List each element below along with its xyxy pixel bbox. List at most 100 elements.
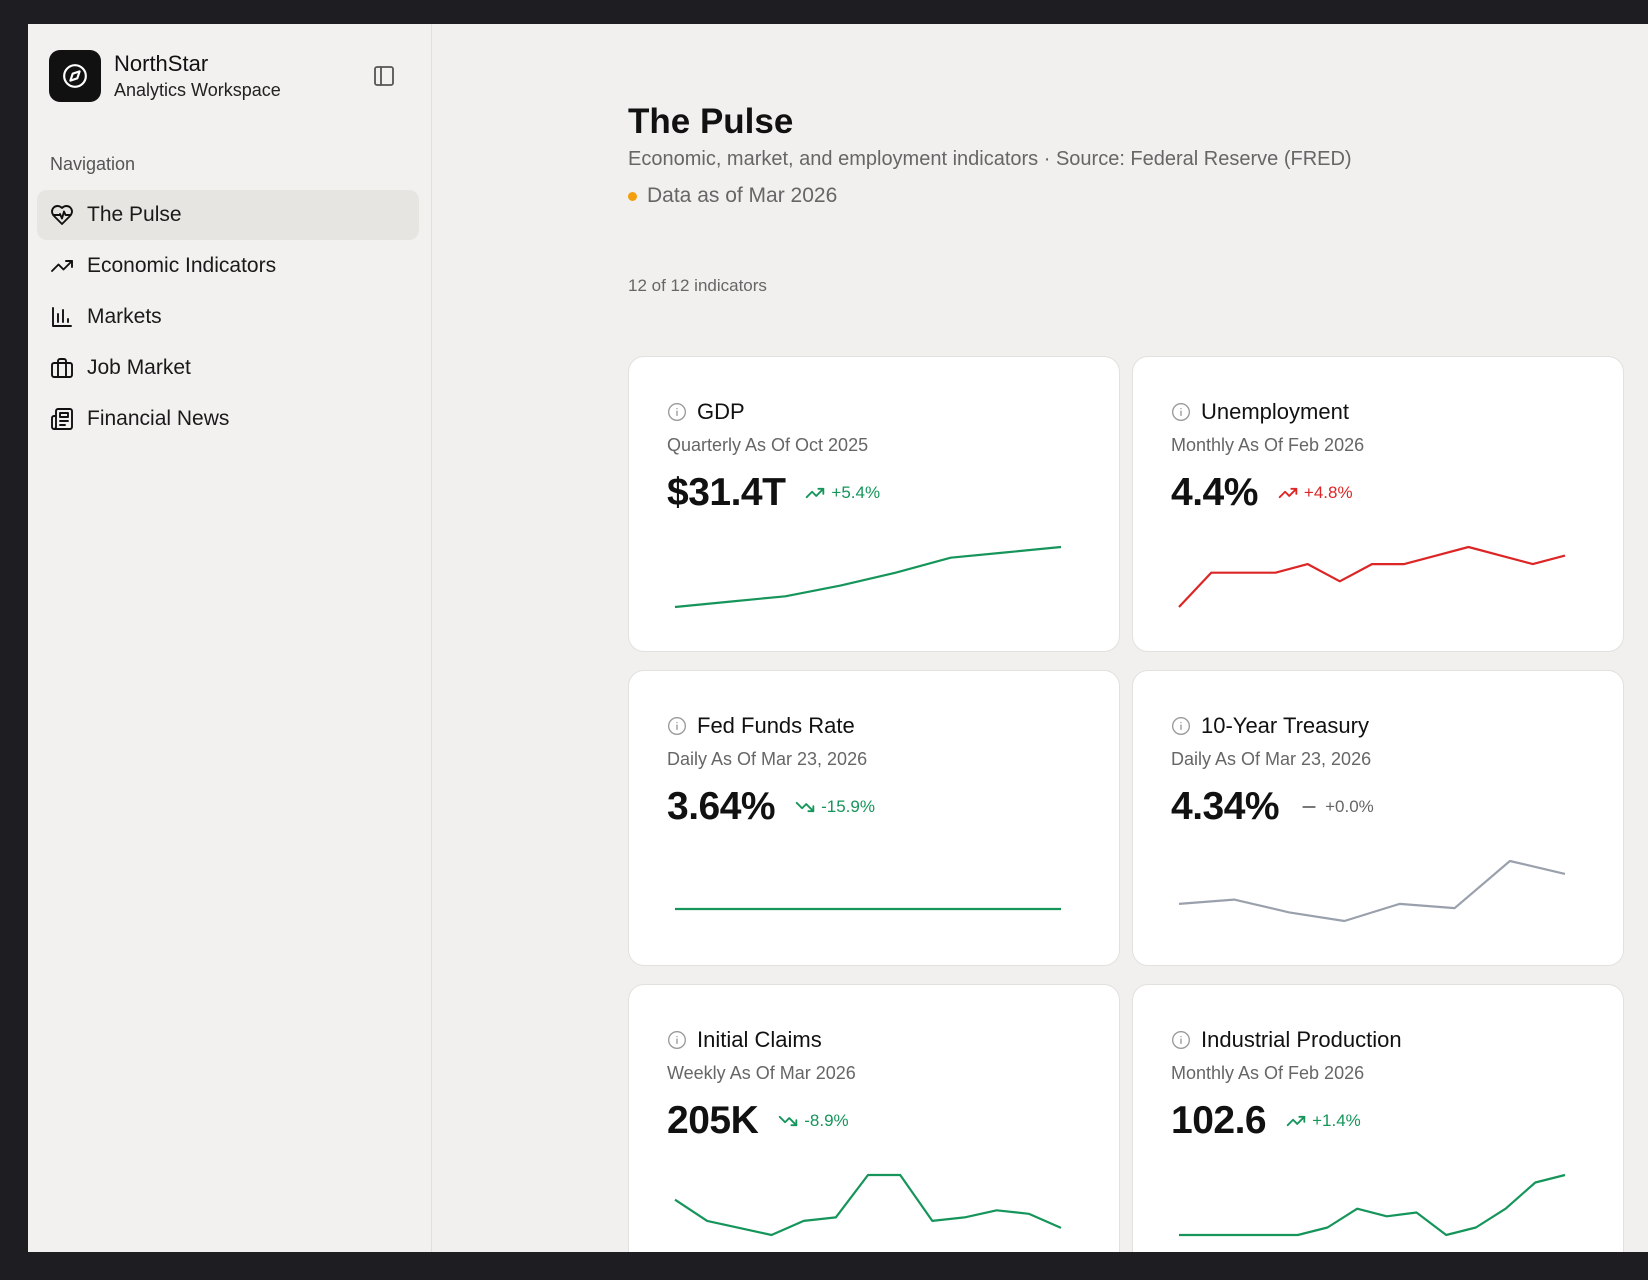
card-value-row: 3.64% -15.9% — [667, 785, 875, 829]
change-value: -15.9% — [821, 797, 875, 816]
card-value-row: 102.6 +1.4% — [1171, 1099, 1361, 1143]
sparkline-series — [674, 545, 1062, 609]
sidebar-item-the-pulse[interactable]: The Pulse — [37, 190, 419, 240]
bar-chart-icon — [49, 304, 75, 330]
page-subtitle: Economic, market, and employment indicat… — [628, 148, 1352, 170]
change-badge: +4.8% — [1278, 483, 1353, 503]
info-icon[interactable] — [1171, 716, 1191, 736]
brand-subtitle: Analytics Workspace — [114, 80, 281, 100]
sidebar-item-label: Financial News — [87, 407, 230, 430]
card-frequency: Monthly As Of Feb 2026 — [1171, 1063, 1365, 1083]
card-frequency: Daily As Of Mar 23, 2026 — [1171, 749, 1372, 769]
brand[interactable]: NorthStar Analytics Workspace — [49, 50, 281, 102]
sparkline-series — [674, 1173, 1062, 1237]
card-title: Industrial Production — [1201, 1027, 1402, 1052]
trending-down-icon — [778, 1115, 798, 1127]
card-value-row: 4.34% +0.0% — [1171, 785, 1374, 829]
card-header: Fed Funds Rate — [667, 713, 855, 739]
sparkline-series — [1179, 1173, 1566, 1237]
sparkline — [674, 545, 1062, 609]
sparkline — [675, 907, 1061, 911]
change-badge: +5.4% — [805, 483, 880, 503]
sidebar-item-job-market[interactable]: Job Market — [37, 343, 419, 393]
sidebar-nav: The Pulse Economic Indicators Markets — [37, 190, 419, 445]
card-header: Unemployment — [1171, 399, 1349, 425]
card-title: Fed Funds Rate — [697, 713, 855, 738]
newspaper-icon — [49, 406, 75, 432]
sparkline — [1179, 1173, 1566, 1237]
indicator-card-fed-funds-rate[interactable]: Fed Funds Rate Daily As Of Mar 23, 2026 … — [628, 670, 1120, 966]
card-value: 102.6 — [1171, 1099, 1267, 1142]
indicator-card-gdp[interactable]: GDP Quarterly As Of Oct 2025 $31.4T +5.4… — [628, 356, 1120, 652]
nav-heading: Navigation — [50, 154, 136, 174]
sidebar-item-label: Job Market — [87, 356, 191, 379]
page-title: The Pulse — [628, 102, 794, 141]
card-header: 10-Year Treasury — [1171, 713, 1369, 739]
info-icon[interactable] — [667, 402, 687, 422]
data-as-of: Data as of Mar 2026 — [628, 184, 837, 208]
info-icon[interactable] — [667, 716, 687, 736]
main-content: The Pulse Economic, market, and employme… — [432, 24, 1648, 1252]
minus-icon — [1302, 806, 1316, 808]
card-value-row: 4.4% +4.8% — [1171, 471, 1353, 515]
change-value: +4.8% — [1303, 483, 1353, 502]
card-value: 4.4% — [1171, 471, 1258, 514]
indicator-card-industrial-production[interactable]: Industrial Production Monthly As Of Feb … — [1132, 984, 1624, 1252]
card-title: Unemployment — [1201, 399, 1349, 424]
change-badge: -8.9% — [778, 1111, 849, 1131]
info-icon[interactable] — [1171, 402, 1191, 422]
card-frequency: Monthly As Of Feb 2026 — [1171, 435, 1365, 455]
sidebar-item-financial-news[interactable]: Financial News — [37, 394, 419, 444]
card-value-row: $31.4T +5.4% — [667, 471, 880, 515]
change-value: +0.0% — [1325, 797, 1374, 816]
sidebar: NorthStar Analytics Workspace Navigation… — [28, 24, 432, 1252]
trending-up-icon — [1286, 1115, 1306, 1127]
card-title: Initial Claims — [697, 1027, 822, 1052]
sparkline — [1178, 545, 1566, 608]
sidebar-item-economic-indicators[interactable]: Economic Indicators — [37, 241, 419, 291]
change-badge: +1.4% — [1286, 1111, 1361, 1131]
card-header: Industrial Production — [1171, 1027, 1402, 1053]
change-value: +5.4% — [831, 483, 881, 502]
change-badge: -15.9% — [795, 797, 875, 817]
card-title: 10-Year Treasury — [1201, 713, 1369, 738]
sidebar-toggle-button[interactable] — [370, 62, 398, 90]
indicator-card-initial-claims[interactable]: Initial Claims Weekly As Of Mar 2026 205… — [628, 984, 1120, 1252]
card-header: GDP — [667, 399, 745, 425]
card-value: 205K — [667, 1099, 759, 1142]
app-window: NorthStar Analytics Workspace Navigation… — [28, 24, 1648, 1252]
sparkline — [674, 1173, 1062, 1237]
card-value-row: 205K -8.9% — [667, 1099, 849, 1143]
change-value: -8.9% — [804, 1111, 849, 1130]
sidebar-item-markets[interactable]: Markets — [37, 292, 419, 342]
status-dot — [628, 191, 637, 201]
card-header: Initial Claims — [667, 1027, 822, 1053]
sparkline-series — [1178, 545, 1566, 608]
sidebar-item-label: Markets — [87, 305, 162, 328]
indicator-card-unemployment[interactable]: Unemployment Monthly As Of Feb 2026 4.4%… — [1132, 356, 1624, 652]
card-value: 3.64% — [667, 785, 776, 828]
heart-pulse-icon — [49, 202, 75, 228]
change-value: +1.4% — [1312, 1111, 1361, 1130]
indicator-count: 12 of 12 indicators — [628, 276, 767, 295]
sparkline — [1178, 859, 1566, 923]
card-frequency: Quarterly As Of Oct 2025 — [667, 435, 869, 455]
card-frequency: Weekly As Of Mar 2026 — [667, 1063, 856, 1083]
indicator-card-10-year-treasury[interactable]: 10-Year Treasury Daily As Of Mar 23, 202… — [1132, 670, 1624, 966]
as-of-text: Data as of Mar 2026 — [647, 184, 838, 207]
compass-logo-icon — [49, 50, 101, 102]
info-icon[interactable] — [667, 1030, 687, 1050]
sidebar-item-label: Economic Indicators — [87, 254, 277, 277]
trending-up-icon — [806, 487, 825, 499]
briefcase-icon — [49, 355, 75, 381]
card-title: GDP — [697, 399, 745, 424]
change-badge: +0.0% — [1299, 797, 1374, 817]
trending-up-icon — [49, 253, 75, 279]
trending-down-icon — [795, 801, 815, 813]
info-icon[interactable] — [1171, 1030, 1191, 1050]
trending-up-icon — [1278, 487, 1298, 499]
card-value: 4.34% — [1171, 785, 1280, 828]
sidebar-item-label: The Pulse — [87, 203, 182, 226]
card-value: $31.4T — [667, 471, 786, 514]
sparkline-series — [1178, 859, 1566, 923]
